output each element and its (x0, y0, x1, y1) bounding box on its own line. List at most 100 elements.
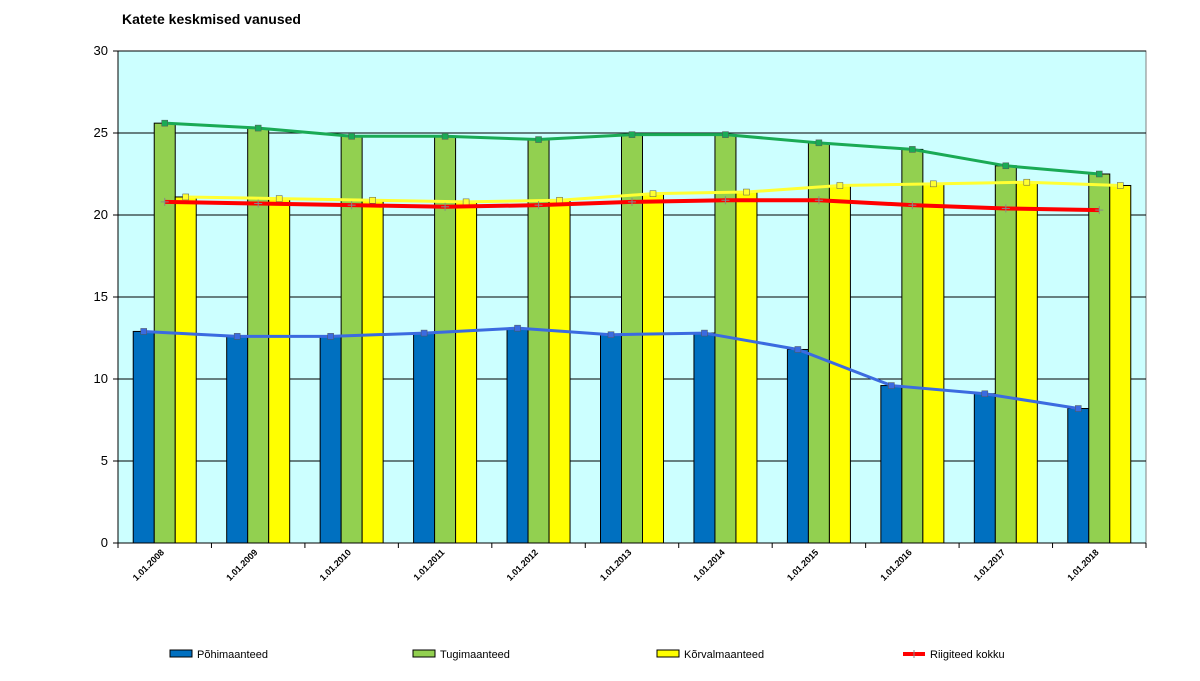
point-riigiteed-kokku-1-01-2013 (628, 197, 636, 206)
bar-pohimaanteed-1-01-2010 (319, 335, 342, 544)
point-riigiteed-kokku-1-01-2012 (534, 201, 543, 210)
point-riigiteed-kokku-1-01-2018 (1095, 206, 1104, 215)
bar-tugimaanteed-1-01-2017 (994, 165, 1017, 544)
point-overlay-tugimaanteed-1-01-2013 (628, 131, 636, 138)
bar-korvalmaanteed-1-01-2014 (735, 191, 758, 544)
bar-korvalmaanteed-1-01-2013 (642, 193, 664, 544)
bar-pohimaanteed-1-01-2013 (600, 334, 622, 544)
y-tick-label: 15 (94, 289, 108, 304)
bar-tugimaanteed-1-01-2011 (434, 135, 457, 544)
legend-swatch (656, 649, 680, 658)
x-tick-label: 1.01.2017 (972, 547, 1007, 582)
point-overlay-tugimaanteed-1-01-2016 (909, 146, 916, 153)
legend-label: Kõrvalmaanteed (684, 649, 764, 661)
point-overlay-korvalmaanteed-1-01-2009 (275, 195, 283, 202)
point-riigiteed-kokku-1-01-2008 (160, 197, 169, 206)
point-overlay-pohimaanteed-1-01-2008 (140, 328, 147, 335)
x-tick-label: 1.01.2014 (691, 547, 726, 582)
x-tick-label: 1.01.2016 (878, 547, 913, 582)
bar-korvalmaanteed-1-01-2009 (268, 198, 291, 544)
legend-item-pohimaanteed: Põhimaanteed (169, 649, 268, 661)
point-riigiteed-kokku-1-01-2016 (908, 201, 917, 210)
bar-pohimaanteed-1-01-2015 (786, 348, 809, 544)
x-tick-label: 1.01.2010 (318, 547, 353, 582)
bar-pohimaanteed-1-01-2016 (880, 385, 903, 544)
y-tick-label: 25 (94, 125, 108, 140)
y-tick-labels: 0 5 10 15 20 25 30 (94, 43, 118, 550)
x-tick-label: 1.01.2008 (131, 547, 166, 582)
point-overlay-pohimaanteed-1-01-2016 (888, 382, 895, 389)
series-lines (140, 119, 1124, 412)
y-tick-label: 10 (94, 371, 108, 386)
x-tick-labels: 1.01.2008 1.01.2009 1.01.2010 1.01.2011 1.01… (131, 547, 1101, 582)
point-overlay-tugimaanteed-1-01-2008 (161, 119, 168, 127)
point-overlay-tugimaanteed-1-01-2009 (254, 124, 262, 132)
bar-pohimaanteed-1-01-2009 (226, 335, 249, 544)
legend: Põhimaanteed Tugimaanteed Kõrvalmaanteed Ri… (169, 649, 1005, 661)
bar-korvalmaanteed-1-01-2008 (174, 196, 197, 544)
bar-pohimaanteed-1-01-2011 (413, 332, 436, 544)
y-tick-label: 20 (94, 207, 108, 222)
point-overlay-tugimaanteed-1-01-2017 (1002, 162, 1010, 170)
x-tick-label: 1.01.2013 (598, 547, 633, 582)
point-riigiteed-kokku-1-01-2017 (1001, 204, 1010, 213)
bar-pohimaanteed-1-01-2017 (973, 393, 996, 544)
point-overlay-korvalmaanteed-1-01-2008 (182, 193, 189, 201)
x-tick-label: 1.01.2018 (1065, 547, 1100, 582)
point-overlay-tugimaanteed-1-01-2011 (441, 133, 449, 140)
legend-swatch (412, 649, 436, 658)
y-tick-label: 0 (101, 535, 108, 550)
bar-korvalmaanteed-1-01-2018 (1109, 184, 1132, 544)
point-riigiteed-kokku-1-01-2009 (254, 199, 263, 208)
legend-item-riigiteed-kokku: Riigiteed kokku (903, 649, 1005, 661)
bar-tugimaanteed-1-01-2010 (340, 135, 363, 544)
point-overlay-korvalmaanteed-1-01-2013 (649, 190, 657, 197)
legend-item-korvalmaanteed: Kõrvalmaanteed (656, 649, 764, 661)
x-tick-label: 1.01.2011 (411, 547, 446, 582)
bar-pohimaanteed-1-01-2018 (1067, 408, 1090, 544)
point-overlay-korvalmaanteed-1-01-2010 (369, 196, 376, 204)
point-overlay-korvalmaanteed-1-01-2017 (1023, 178, 1031, 186)
point-overlay-pohimaanteed-1-01-2015 (794, 346, 802, 353)
point-overlay-tugimaanteed-1-01-2010 (348, 133, 355, 140)
bar-korvalmaanteed-1-01-2016 (922, 183, 945, 544)
point-overlay-korvalmaanteed-1-01-2018 (1117, 182, 1124, 189)
point-overlay-pohimaanteed-1-01-2017 (981, 390, 989, 398)
point-riigiteed-kokku-1-01-2010 (347, 201, 356, 210)
point-riigiteed-kokku-1-01-2011 (441, 202, 450, 211)
bar-korvalmaanteed-1-01-2011 (455, 201, 478, 544)
point-overlay-korvalmaanteed-1-01-2012 (556, 196, 563, 204)
bar-korvalmaanteed-1-01-2012 (548, 199, 571, 544)
bar-pohimaanteed-1-01-2014 (693, 332, 716, 544)
y-tick-label: 5 (101, 453, 108, 468)
bars (132, 122, 1132, 544)
point-overlay-korvalmaanteed-1-01-2014 (743, 188, 750, 196)
bar-tugimaanteed-1-01-2018 (1088, 173, 1111, 544)
point-overlay-tugimaanteed-1-01-2015 (815, 139, 823, 147)
legend-item-tugimaanteed: Tugimaanteed (412, 649, 510, 661)
bar-korvalmaanteed-1-01-2017 (1015, 181, 1038, 544)
point-overlay-korvalmaanteed-1-01-2015 (836, 182, 844, 189)
legend-label: Riigiteed kokku (930, 649, 1005, 661)
point-overlay-tugimaanteed-1-01-2014 (722, 131, 729, 138)
point-overlay-pohimaanteed-1-01-2012 (514, 324, 521, 332)
x-tick-label: 1.01.2012 (505, 547, 540, 582)
point-riigiteed-kokku-1-01-2014 (721, 196, 730, 205)
bar-pohimaanteed-1-01-2008 (132, 330, 155, 544)
point-overlay-pohimaanteed-1-01-2014 (701, 329, 708, 337)
point-overlay-tugimaanteed-1-01-2018 (1096, 170, 1103, 178)
legend-label: Põhimaanteed (197, 649, 268, 661)
x-tick-label: 1.01.2009 (224, 547, 259, 582)
point-overlay-korvalmaanteed-1-01-2011 (462, 198, 470, 206)
point-overlay-pohimaanteed-1-01-2009 (233, 333, 241, 340)
bar-korvalmaanteed-1-01-2010 (361, 199, 384, 544)
point-overlay-pohimaanteed-1-01-2010 (327, 333, 334, 340)
point-overlay-tugimaanteed-1-01-2012 (535, 136, 542, 143)
x-tick-label: 1.01.2015 (785, 547, 820, 582)
point-overlay-pohimaanteed-1-01-2013 (607, 331, 615, 338)
y-tick-label: 30 (94, 43, 108, 58)
point-overlay-pohimaanteed-1-01-2018 (1075, 405, 1082, 412)
legend-label: Tugimaanteed (440, 649, 510, 661)
point-riigiteed-kokku-1-01-2015 (814, 196, 823, 205)
